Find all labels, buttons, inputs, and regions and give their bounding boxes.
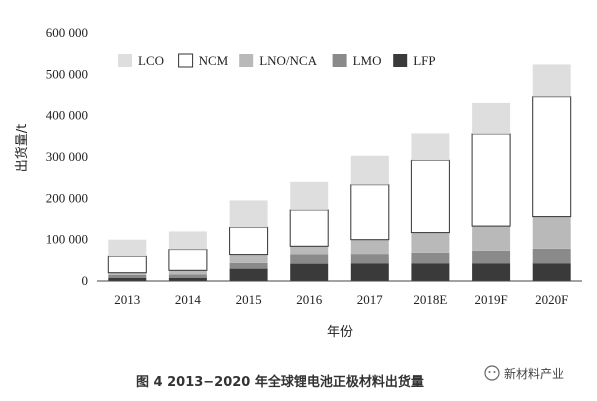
x-tick-label: 2020F — [535, 292, 568, 307]
bar-segment-lco-2016 — [290, 181, 329, 210]
bar-segment-ncm-2014 — [168, 249, 208, 271]
bar-segment-ncm-2015 — [229, 226, 269, 256]
x-tick-label: 2018E — [413, 292, 447, 307]
bar-segment-lco-2020f — [532, 64, 571, 97]
bar-segment-lmo-2015 — [229, 262, 268, 269]
y-tick-label: 400 000 — [46, 108, 88, 123]
y-tick-label: 200 000 — [46, 190, 88, 205]
y-tick-label: 300 000 — [46, 149, 88, 164]
bar-segment-ncm-2013 — [107, 255, 147, 274]
bars-group — [107, 64, 572, 281]
bar-segment-ncm-2018e — [410, 159, 450, 234]
bar-segment-lfp-2014 — [168, 277, 207, 281]
bar-segment-lco-2015 — [229, 200, 268, 228]
bar-segment-ncm-2019f — [471, 133, 511, 227]
watermark-text: 新材料产业 — [504, 366, 564, 381]
legend-swatch-lfp — [393, 54, 408, 67]
x-tick-label: 2019F — [474, 292, 507, 307]
x-axis-ticks: 2013 2014 2015 2016 2017 2018E 2019F 2020F — [114, 292, 568, 307]
legend-label-ncm: NCM — [199, 53, 229, 68]
bar-segment-lfp-2016 — [290, 263, 329, 281]
bar-segment-lno-nca-2014 — [168, 270, 207, 275]
y-axis-ticks: 0 100 000 200 000 300 000 400 000 500 000 600 … — [46, 25, 88, 288]
x-tick-label: 2014 — [175, 292, 202, 307]
bar-segment-lno-nca-2018e — [411, 232, 450, 253]
bar-segment-lmo-2018e — [411, 252, 450, 264]
bar-segment-lmo-2016 — [290, 254, 329, 264]
bar-segment-lco-2018e — [411, 133, 450, 161]
y-tick-label: 600 000 — [46, 25, 88, 40]
bar-segment-lfp-2017 — [350, 263, 389, 281]
x-tick-label: 2016 — [296, 292, 323, 307]
y-tick-label: 0 — [82, 273, 89, 288]
x-tick-label: 2013 — [114, 292, 140, 307]
bar-segment-lfp-2020f — [532, 263, 571, 281]
legend-swatch-ncm — [178, 53, 194, 68]
bar-segment-lmo-2020f — [532, 248, 571, 264]
bar-segment-ncm-2016 — [289, 209, 329, 247]
bar-segment-lno-nca-2019f — [472, 226, 511, 251]
legend-label-lfp: LFP — [413, 53, 435, 68]
legend-swatch-lco — [118, 54, 132, 67]
y-axis-title: 出货量/t — [14, 124, 30, 172]
legend-label-lco: LCO — [138, 53, 164, 68]
bar-segment-ncm-2017 — [350, 184, 390, 241]
bar-segment-lmo-2014 — [168, 274, 207, 278]
legend-swatch-lmo — [332, 54, 347, 67]
figure-caption: 图 4 2013−2020 年全球锂电池正极材料出货量 — [136, 374, 424, 390]
bar-segment-lno-nca-2017 — [350, 239, 389, 255]
bar-segment-lco-2013 — [108, 239, 147, 257]
legend-label-lmo: LMO — [353, 53, 382, 68]
x-tick-label: 2017 — [357, 292, 384, 307]
legend: LCO NCM LNO/NCA LMO LFP — [118, 53, 436, 68]
x-axis-title: 年份 — [327, 325, 353, 340]
watermark: 新材料产业 — [484, 365, 564, 381]
bar-segment-lfp-2013 — [108, 277, 147, 281]
bar-segment-lno-nca-2020f — [532, 216, 571, 249]
bar-segment-lmo-2013 — [108, 274, 147, 278]
y-tick-label: 100 000 — [46, 232, 88, 247]
bar-segment-lco-2014 — [168, 231, 207, 250]
bar-segment-lco-2017 — [350, 155, 389, 185]
bar-segment-ncm-2020f — [532, 96, 572, 218]
bar-segment-lfp-2015 — [229, 268, 268, 281]
y-tick-label: 500 000 — [46, 66, 88, 81]
bar-segment-lfp-2018e — [411, 263, 450, 281]
x-tick-label: 2015 — [236, 292, 262, 307]
legend-label-lno-nca: LNO/NCA — [259, 53, 317, 68]
bar-segment-lmo-2017 — [350, 254, 389, 264]
bar-segment-lco-2019f — [472, 102, 511, 134]
legend-swatch-lno-nca — [239, 54, 254, 67]
bar-segment-lno-nca-2015 — [229, 254, 268, 263]
wechat-logo-icon — [484, 365, 500, 381]
bar-segment-lno-nca-2013 — [108, 272, 147, 275]
bar-segment-lfp-2019f — [472, 263, 511, 281]
bar-segment-lmo-2019f — [472, 250, 511, 264]
bar-segment-lno-nca-2016 — [290, 246, 329, 255]
